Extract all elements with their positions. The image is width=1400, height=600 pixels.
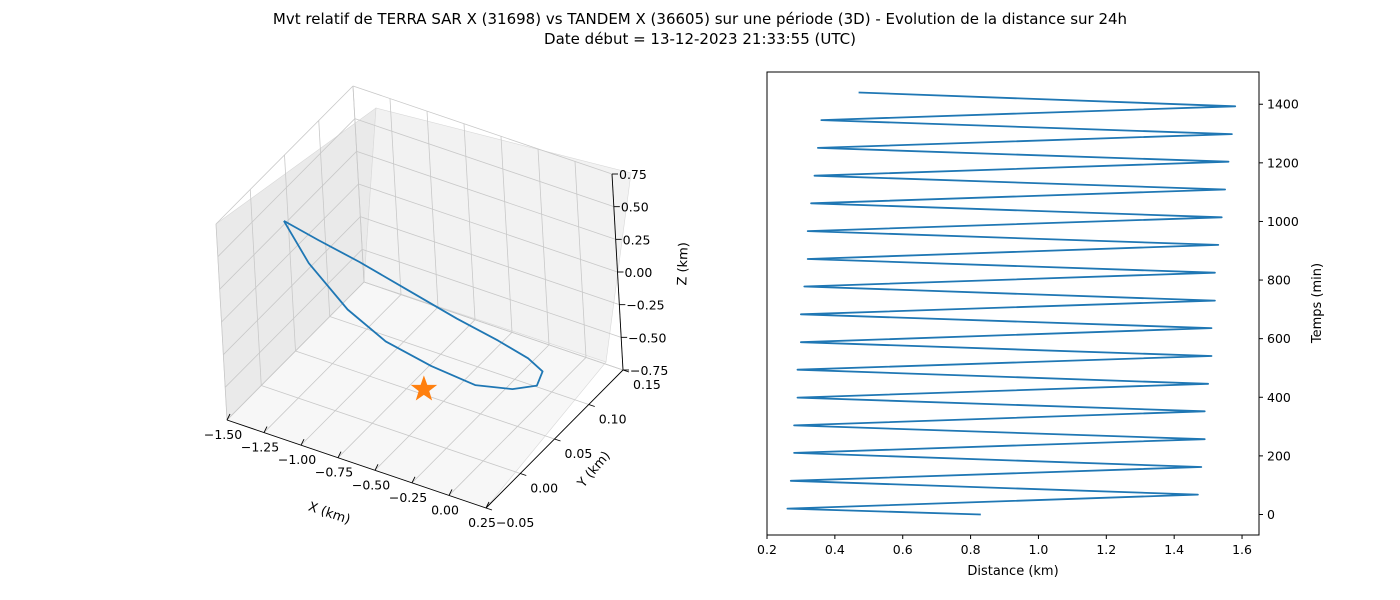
grid-line-z xyxy=(226,281,365,421)
y-tick-mark-3d xyxy=(554,438,561,442)
y-tick-mark-3d xyxy=(485,507,493,511)
x-tick-label-3d: −0.50 xyxy=(352,477,390,492)
x-tick-label: 0.2 xyxy=(757,542,777,557)
grid-line-z xyxy=(360,216,620,306)
grid-line-z xyxy=(352,85,613,175)
z-tick-label-3d: −0.75 xyxy=(630,363,668,378)
z-tick-label-3d: −0.50 xyxy=(628,330,666,345)
x-tick-label-3d: −1.50 xyxy=(204,427,242,442)
figure-title-line1: Mvt relatif de TERRA SAR X (31698) vs TA… xyxy=(273,10,1127,28)
z-tick-label-3d: 0.00 xyxy=(625,265,653,280)
y-tick-label-3d: 0.00 xyxy=(530,481,558,496)
y-tick-label-3d: −0.05 xyxy=(496,515,534,530)
y-tick-label: 200 xyxy=(1267,448,1291,463)
x-tick-mark-3d xyxy=(226,413,231,421)
grid-line-z xyxy=(356,150,616,240)
grid-line-z xyxy=(358,183,618,273)
x-tick-label: 0.6 xyxy=(893,542,913,557)
tick-labels-3d: −1.50−1.25−1.00−0.75−0.50−0.250.000.25 −0… xyxy=(204,167,668,530)
grid-line-z xyxy=(221,183,359,323)
x-tick-label-3d: −1.25 xyxy=(241,440,279,455)
axes-3d-relative-motion: −1.50−1.25−1.00−0.75−0.50−0.250.000.25 −0… xyxy=(204,85,692,530)
axis-lines-3d xyxy=(226,173,630,511)
z-tick-label-3d: 0.50 xyxy=(621,200,649,215)
x-tick-label: 1.4 xyxy=(1164,542,1184,557)
grid-line-z xyxy=(224,249,363,388)
y-tick-label: 600 xyxy=(1267,331,1291,346)
figure-title-line2: Date début = 13-12-2023 21:33:55 (UTC) xyxy=(544,30,856,48)
relative-motion-line xyxy=(283,220,544,391)
y-tick-label: 400 xyxy=(1267,390,1291,405)
x-tick-mark-3d xyxy=(300,438,305,446)
x-tick-label: 0.8 xyxy=(961,542,981,557)
x-tick-mark-3d xyxy=(411,476,416,484)
x-tick-mark-3d xyxy=(448,489,453,496)
y-tick-mark-3d xyxy=(520,473,527,476)
series-2d xyxy=(786,91,1237,516)
x-tick-label-3d: −0.75 xyxy=(315,465,353,480)
z-tick-label-3d: −0.25 xyxy=(626,298,664,313)
x-axis-label: Distance (km) xyxy=(967,564,1058,579)
y-tick-label: 1000 xyxy=(1267,214,1299,229)
grid-line-z xyxy=(363,281,624,371)
x-tick-mark-3d xyxy=(485,501,490,509)
y-tick-label: 800 xyxy=(1267,273,1291,288)
y-axis-label: Temps (min) xyxy=(1310,263,1325,344)
y-tick-label-3d: 0.05 xyxy=(565,446,593,461)
grid-line-z xyxy=(215,85,354,225)
x-tick-label-3d: 0.25 xyxy=(468,515,496,530)
tick-labels-2d: 0.2 0.4 0.6 0.8 1.0 1.2 1.4 1.6 0 200 400 600 800 100… xyxy=(757,97,1299,557)
grid-line-z xyxy=(362,248,622,338)
grid-line-z xyxy=(217,118,356,257)
x-tick-label-3d: −1.00 xyxy=(278,452,316,467)
x-tick-label-3d: 0.00 xyxy=(431,502,459,517)
grid-line-z xyxy=(223,216,361,355)
axes-distance-evolution: 0.2 0.4 0.6 0.8 1.0 1.2 1.4 1.6 0 200 400 600 800 100… xyxy=(757,71,1325,579)
distance-series-line xyxy=(786,91,1237,516)
grid-line-z xyxy=(354,118,614,208)
y-tick-mark-3d xyxy=(588,404,595,407)
grid-line-y xyxy=(261,385,521,474)
y-tick-label: 1200 xyxy=(1267,155,1299,170)
y-tick-label-3d: 0.10 xyxy=(599,412,627,427)
y-tick-label: 1400 xyxy=(1267,97,1299,112)
x-axis-line-3d xyxy=(226,419,487,509)
grid-line-z xyxy=(219,151,357,290)
z-tick-label-3d: 0.75 xyxy=(619,167,647,182)
series-3d xyxy=(283,220,544,401)
x-tick-label: 0.4 xyxy=(825,542,845,557)
z-tick-label-3d: 0.25 xyxy=(623,232,651,247)
x-tick-label: 1.6 xyxy=(1232,542,1252,557)
x-tick-label-3d: −0.25 xyxy=(389,490,427,505)
y-tick-label: 0 xyxy=(1267,507,1275,522)
z-axis-label-3d: Z (km) xyxy=(675,242,692,286)
start-star-marker xyxy=(410,375,438,401)
x-tick-label: 1.2 xyxy=(1096,542,1116,557)
x-tick-mark-3d xyxy=(263,426,268,433)
x-axis-label-3d: X (km) xyxy=(306,500,352,528)
x-tick-mark-3d xyxy=(337,451,342,458)
x-tick-label: 1.0 xyxy=(1029,542,1049,557)
x-tick-mark-3d xyxy=(374,464,379,471)
y-tick-label-3d: 0.15 xyxy=(633,377,661,392)
